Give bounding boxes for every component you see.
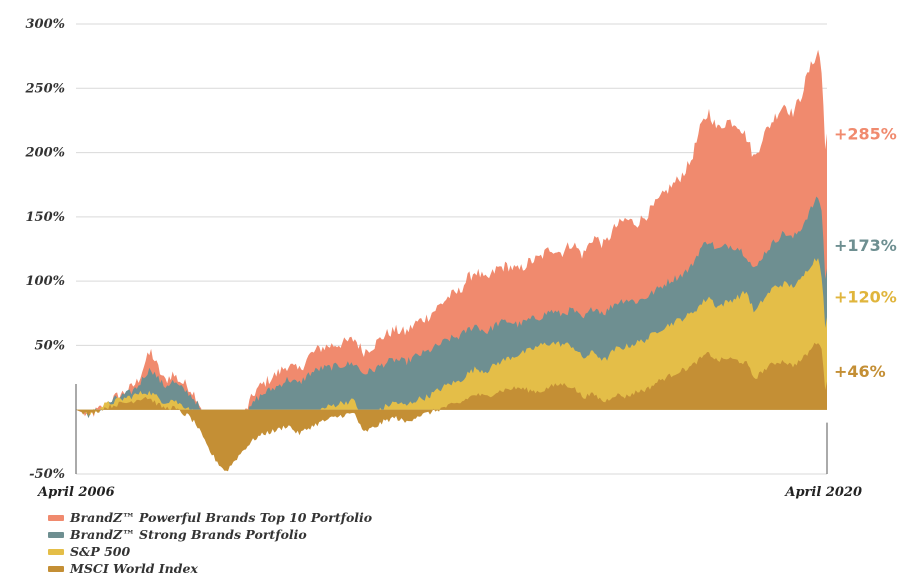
axes: [75, 384, 828, 474]
y-tick-label: -50%: [29, 467, 65, 482]
y-tick-labels: 300% 250% 200% 150% 100% 50% -50%: [25, 17, 66, 482]
legend-swatch: [48, 531, 64, 538]
y-tick-label: 300%: [26, 17, 66, 32]
y-tick-label: 50%: [35, 338, 65, 353]
x-start-label: April 2006: [36, 485, 115, 500]
legend: BrandZ™ Powerful Brands Top 10 Portfolio…: [48, 509, 372, 576]
legend-swatch: [48, 514, 64, 521]
legend-item-brandz-strong: BrandZ™ Strong Brands Portfolio: [48, 526, 372, 543]
legend-swatch: [48, 548, 64, 555]
y-tick-label: 250%: [25, 81, 66, 96]
y-tick-label: 200%: [25, 146, 66, 161]
area-chart: 300% 250% 200% 150% 100% 50% -50% April 2006 A…: [25, 17, 897, 500]
series-area: [76, 342, 827, 472]
legend-swatch: [48, 565, 64, 572]
series-end-label: +120%: [834, 288, 897, 307]
y-tick-label: 100%: [26, 274, 66, 289]
series-end-label: +46%: [834, 362, 886, 381]
legend-item-brandz-top10: BrandZ™ Powerful Brands Top 10 Portfolio: [48, 509, 372, 526]
series-end-label: +173%: [834, 236, 897, 255]
legend-item-sp500: S&P 500: [48, 543, 372, 560]
legend-label: S&P 500: [70, 544, 131, 559]
y-tick-label: 150%: [26, 210, 66, 225]
legend-label: BrandZ™ Powerful Brands Top 10 Portfolio: [70, 510, 373, 525]
legend-label: BrandZ™ Strong Brands Portfolio: [70, 527, 307, 542]
series-areas: [76, 49, 827, 472]
series-end-label: +285%: [834, 124, 897, 143]
series-end-labels: +285% +173% +120% +46%: [834, 124, 897, 381]
x-end-label: April 2020: [783, 485, 862, 500]
legend-item-msci: MSCI World Index: [48, 560, 372, 576]
legend-label: MSCI World Index: [70, 561, 198, 576]
